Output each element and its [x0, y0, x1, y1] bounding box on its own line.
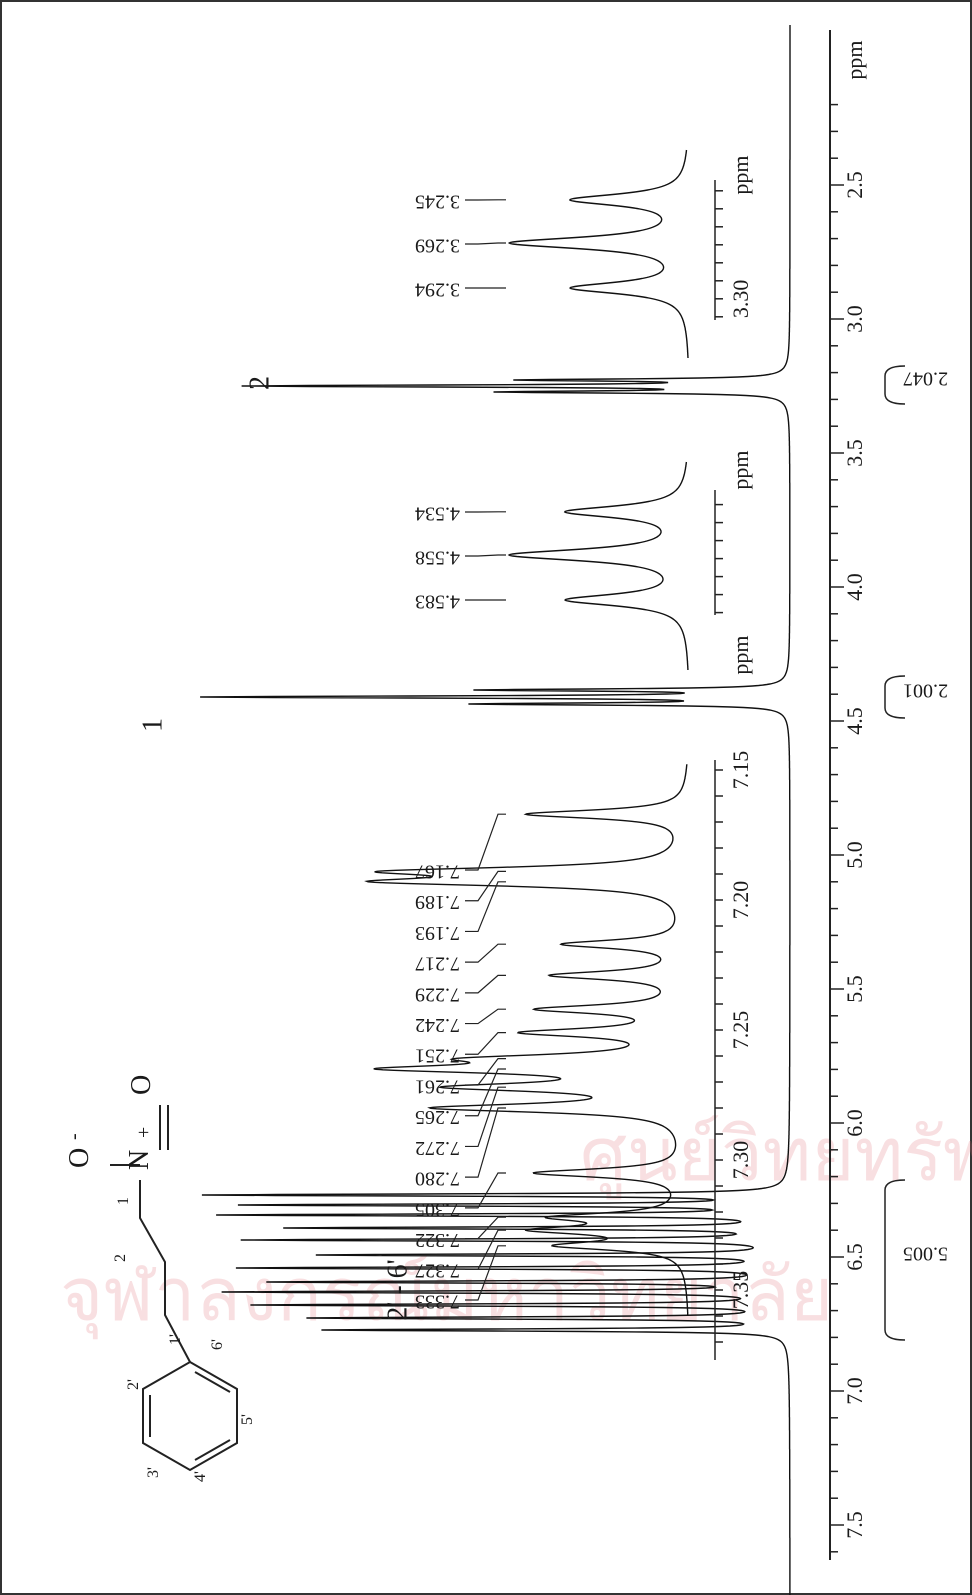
position-number: 4' — [192, 1471, 209, 1482]
inset-unit: ppm — [728, 635, 753, 674]
leader-line — [465, 813, 506, 871]
peak-label: 7.333 — [415, 1290, 460, 1312]
peak-label: 7.322 — [415, 1229, 460, 1251]
watermark: ศูนย์วิทยทรัพยากร — [580, 1112, 972, 1200]
position-number: 1 — [115, 1197, 132, 1205]
inset-tick-label: 7.15 — [728, 751, 753, 790]
axis-tick-label: 7.5 — [842, 1511, 867, 1539]
position-number: 3' — [145, 1467, 162, 1478]
peak-label: 7.305 — [415, 1198, 460, 1220]
peak-label: 7.251 — [415, 1045, 460, 1067]
peak-label: 4.534 — [415, 502, 460, 524]
peak-label: 4.583 — [415, 590, 460, 612]
leader-line — [465, 242, 506, 245]
peak-label: 3.294 — [415, 278, 460, 300]
peak-label: 7.272 — [415, 1137, 460, 1159]
axis-tick-label: 4.0 — [842, 573, 867, 601]
peak-group-label: 1 — [137, 718, 168, 732]
spectrum-trace — [200, 25, 791, 1595]
leader-line — [465, 1172, 506, 1209]
peak-group-label: 2' - 6' — [382, 1259, 413, 1320]
inset-unit: ppm — [728, 450, 753, 489]
inset-tick-label: 7.25 — [728, 1011, 753, 1050]
leader-line — [465, 1107, 506, 1178]
atom-label: O — [126, 1075, 157, 1095]
inset-trace — [364, 764, 689, 1316]
leader-line — [465, 1229, 506, 1270]
integral-bracket — [884, 675, 906, 719]
peak-label: 7.280 — [415, 1168, 460, 1190]
axis-tick-label: 4.5 — [842, 707, 867, 735]
inset-tick-label: 7.35 — [728, 1271, 753, 1310]
peak-label: 7.189 — [415, 891, 460, 913]
peak-label: 4.558 — [415, 546, 460, 568]
leader-line — [465, 1008, 506, 1025]
axis-unit: ppm — [842, 40, 867, 79]
integral-label: 2.047 — [903, 367, 948, 389]
integral-bracket — [884, 365, 906, 405]
structure — [110, 1105, 238, 1472]
inset-tick-label: 7.20 — [728, 881, 753, 920]
axis-tick-label: 3.0 — [842, 305, 867, 333]
inset-trace — [507, 149, 689, 358]
peak-label: 7.261 — [415, 1075, 460, 1097]
position-number: 2' — [125, 1379, 142, 1390]
inset-tick-label: 3.30 — [728, 280, 753, 319]
peak-label: 3.269 — [415, 234, 460, 256]
position-number: 6' — [209, 1339, 226, 1350]
axis-tick-label: 5.0 — [842, 841, 867, 869]
axis-tick-label: 6.0 — [842, 1109, 867, 1137]
axis-tick-label: 3.5 — [842, 439, 867, 467]
leader-line — [465, 554, 506, 557]
inset-tick-label: 7.30 — [728, 1141, 753, 1180]
peak-label: 7.327 — [415, 1260, 460, 1282]
axis-tick-label: 5.5 — [842, 975, 867, 1003]
axis-tick-label: 2.5 — [842, 171, 867, 199]
position-number: 1' — [167, 1334, 184, 1345]
integral-bracket — [884, 1179, 906, 1341]
leader-line — [465, 1058, 506, 1086]
peak-label: 7.242 — [415, 1014, 460, 1036]
leader-line — [465, 1216, 506, 1240]
spectrum: 7.5 7.0 6.5 6.0 5.5 5.0 4.5 4.0 3.5 3.0 2.5 ppm 2' -… — [137, 25, 948, 1595]
atom-label: N — [124, 1150, 155, 1170]
peak-group-label: 2 — [244, 376, 275, 390]
leader-line — [465, 881, 506, 933]
peak-label: 7.193 — [415, 922, 460, 944]
peak-label: 7.229 — [415, 983, 460, 1005]
leader-line — [465, 1032, 506, 1055]
peak-label: 7.167 — [415, 860, 460, 882]
leader-line — [465, 974, 506, 994]
integral-label: 5.005 — [903, 1242, 948, 1264]
atom-label: - — [63, 1133, 85, 1140]
leader-line — [465, 870, 506, 902]
axis-tick-label: 7.0 — [842, 1377, 867, 1405]
peak-label: 7.265 — [415, 1106, 460, 1128]
leader-line — [465, 943, 506, 963]
atom-label: + — [133, 1127, 155, 1138]
peak-label: 3.245 — [415, 190, 460, 212]
position-number: 5' — [239, 1414, 256, 1425]
leader-line — [465, 1068, 506, 1117]
peak-label: 7.217 — [415, 953, 460, 975]
axis-tick-label: 6.5 — [842, 1243, 867, 1271]
atom-label: O — [64, 1148, 95, 1168]
leader-line — [465, 1245, 506, 1301]
inset-unit: ppm — [728, 155, 753, 194]
inset-trace — [507, 461, 689, 670]
position-number: 2 — [112, 1254, 129, 1262]
integral-label: 2.001 — [903, 679, 948, 701]
leader-line — [465, 1086, 506, 1148]
